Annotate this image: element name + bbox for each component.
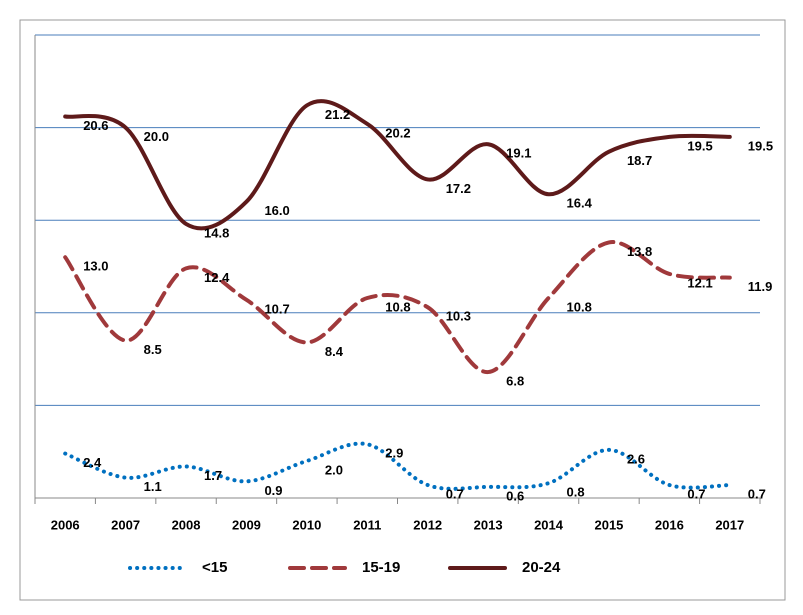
data-label: 0.7 [748, 486, 766, 501]
x-tick-label: 2006 [51, 517, 80, 532]
data-label: 6.8 [506, 374, 524, 389]
series-line [63, 441, 732, 491]
data-label: 2.6 [627, 451, 645, 466]
data-label: 12.1 [687, 275, 712, 290]
data-label: 10.7 [264, 301, 289, 316]
data-label: 2.4 [83, 455, 102, 470]
x-tick-label: 2014 [534, 517, 564, 532]
series-line [63, 99, 732, 231]
data-label: 19.1 [506, 146, 531, 161]
data-label: 10.8 [567, 299, 592, 314]
legend-label: 20-24 [522, 559, 561, 576]
chart-border [19, 19, 786, 601]
legend-label: <15 [202, 559, 227, 576]
data-label: 1.7 [204, 468, 222, 483]
data-label: 0.9 [264, 483, 282, 498]
data-label: 20.6 [83, 118, 108, 133]
data-label: 0.7 [687, 486, 705, 501]
x-tick-label: 2008 [172, 517, 201, 532]
x-tick-label: 2012 [413, 517, 442, 532]
data-label: 11.9 [748, 279, 773, 294]
x-tick-label: 2013 [474, 517, 503, 532]
data-label: 18.7 [627, 153, 652, 168]
data-label: 10.3 [446, 309, 471, 324]
data-label: 13.8 [627, 244, 652, 259]
data-label: 0.7 [446, 486, 464, 501]
x-tick-label: 2009 [232, 517, 261, 532]
x-tick-label: 2010 [292, 517, 321, 532]
x-tick-label: 2016 [655, 517, 684, 532]
legend-label: 15-19 [362, 559, 400, 576]
x-tick-label: 2011 [353, 517, 381, 532]
data-label: 12.4 [204, 270, 230, 285]
data-label: 10.8 [385, 299, 410, 314]
data-label: 16.0 [264, 203, 289, 218]
x-tick-label: 2017 [715, 517, 744, 532]
data-label: 0.8 [567, 485, 585, 500]
data-label: 17.2 [446, 181, 471, 196]
data-label: 20.0 [144, 129, 169, 144]
x-tick-label: 2015 [594, 517, 623, 532]
data-label: 2.9 [385, 446, 403, 461]
x-tick-label: 2007 [111, 517, 140, 532]
data-label: 16.4 [567, 196, 593, 211]
data-label: 8.4 [325, 344, 344, 359]
data-label: 0.6 [506, 488, 524, 503]
data-label: 19.5 [748, 138, 773, 153]
data-label: 20.2 [385, 125, 410, 140]
data-label: 1.1 [144, 479, 162, 494]
series-line [63, 240, 732, 375]
data-label: 13.0 [83, 259, 108, 274]
data-label: 19.5 [687, 138, 712, 153]
data-label: 21.2 [325, 107, 350, 122]
data-label: 8.5 [144, 342, 162, 357]
data-label: 2.0 [325, 462, 343, 477]
data-label: 14.8 [204, 225, 229, 240]
